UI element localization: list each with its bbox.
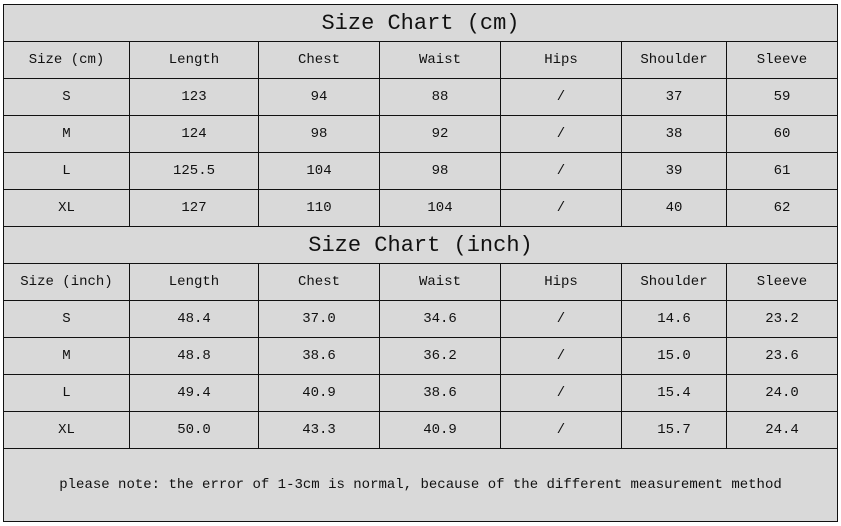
table-cell: 104 <box>379 189 501 227</box>
table-cell: 15.4 <box>621 374 727 412</box>
size-chart-table: Size Chart (cm) Size (cm) Length Chest Waist… <box>3 4 838 522</box>
table-row: XL 127 110 104/40 62 <box>3 189 838 227</box>
table-cell: 94 <box>258 78 380 116</box>
table-cell: S <box>3 78 130 116</box>
table-row: S 123 94 88/37 59 <box>3 78 838 116</box>
table-cell: / <box>500 78 622 116</box>
table-row: XL 50.0 43.3 40.9/15.7 24.4 <box>3 411 838 449</box>
table-row: M 124 98 92/38 60 <box>3 115 838 153</box>
table-cell: 38 <box>621 115 727 153</box>
column-header: Length <box>129 263 259 301</box>
column-header: Chest <box>258 41 380 79</box>
table-cell: 23.2 <box>726 300 838 338</box>
column-header: Waist <box>379 263 501 301</box>
table-row: M 48.8 38.6 36.2/15.0 23.6 <box>3 337 838 375</box>
table-cell: / <box>500 152 622 190</box>
table-cell: 34.6 <box>379 300 501 338</box>
table-row: L 49.4 40.9 38.6/15.4 24.0 <box>3 374 838 412</box>
table-row: L 125.5 104 98/39 61 <box>3 152 838 190</box>
header-row: Size (cm) Length Chest Waist Hips Shoulder Sle… <box>3 41 838 79</box>
table-cell: / <box>500 189 622 227</box>
table-cell: XL <box>3 189 130 227</box>
table-cell: 38.6 <box>258 337 380 375</box>
table-cell: 38.6 <box>379 374 501 412</box>
table-cell: 124 <box>129 115 259 153</box>
column-header: Sleeve <box>726 263 838 301</box>
table-cell: 36.2 <box>379 337 501 375</box>
table-cell: / <box>500 337 622 375</box>
column-header: Chest <box>258 263 380 301</box>
table-cell: 40 <box>621 189 727 227</box>
table-cell: / <box>500 300 622 338</box>
table-cell: 59 <box>726 78 838 116</box>
table-cell: 61 <box>726 152 838 190</box>
table-cell: M <box>3 337 130 375</box>
table-cell: 62 <box>726 189 838 227</box>
table-cell: L <box>3 374 130 412</box>
table-cell: 40.9 <box>379 411 501 449</box>
table-cell: 104 <box>258 152 380 190</box>
column-header: Sleeve <box>726 41 838 79</box>
table-cell: 88 <box>379 78 501 116</box>
column-header: Hips <box>500 263 622 301</box>
table-cell: / <box>500 411 622 449</box>
column-header: Hips <box>500 41 622 79</box>
table-cell: 125.5 <box>129 152 259 190</box>
table-cell: 23.6 <box>726 337 838 375</box>
column-header: Shoulder <box>621 41 727 79</box>
table-cell: / <box>500 115 622 153</box>
table-cell: 15.0 <box>621 337 727 375</box>
table-cell: 123 <box>129 78 259 116</box>
table-cell: M <box>3 115 130 153</box>
table-cell: 15.7 <box>621 411 727 449</box>
table-cell: 43.3 <box>258 411 380 449</box>
table-cell: 48.4 <box>129 300 259 338</box>
table-cell: S <box>3 300 130 338</box>
cm-table-title: Size Chart (cm) <box>3 4 838 42</box>
inch-table-title: Size Chart (inch) <box>3 226 838 264</box>
table-cell: 24.0 <box>726 374 838 412</box>
table-cell: 37.0 <box>258 300 380 338</box>
header-row: Size (inch) Length Chest Waist Hips Shoulder S… <box>3 263 838 301</box>
table-cell: 24.4 <box>726 411 838 449</box>
table-cell: 98 <box>258 115 380 153</box>
table-cell: 127 <box>129 189 259 227</box>
column-header: Size (cm) <box>3 41 130 79</box>
table-cell: 110 <box>258 189 380 227</box>
table-cell: XL <box>3 411 130 449</box>
table-cell: 37 <box>621 78 727 116</box>
table-cell: 92 <box>379 115 501 153</box>
table-cell: 40.9 <box>258 374 380 412</box>
table-row: S 48.4 37.0 34.6/14.6 23.2 <box>3 300 838 338</box>
measurement-note: please note: the error of 1-3cm is norma… <box>3 448 838 522</box>
table-cell: 60 <box>726 115 838 153</box>
table-cell: / <box>500 374 622 412</box>
table-cell: L <box>3 152 130 190</box>
table-cell: 14.6 <box>621 300 727 338</box>
table-cell: 48.8 <box>129 337 259 375</box>
table-cell: 98 <box>379 152 501 190</box>
table-cell: 49.4 <box>129 374 259 412</box>
column-header: Waist <box>379 41 501 79</box>
column-header: Shoulder <box>621 263 727 301</box>
column-header: Length <box>129 41 259 79</box>
table-cell: 39 <box>621 152 727 190</box>
column-header: Size (inch) <box>3 263 130 301</box>
table-cell: 50.0 <box>129 411 259 449</box>
